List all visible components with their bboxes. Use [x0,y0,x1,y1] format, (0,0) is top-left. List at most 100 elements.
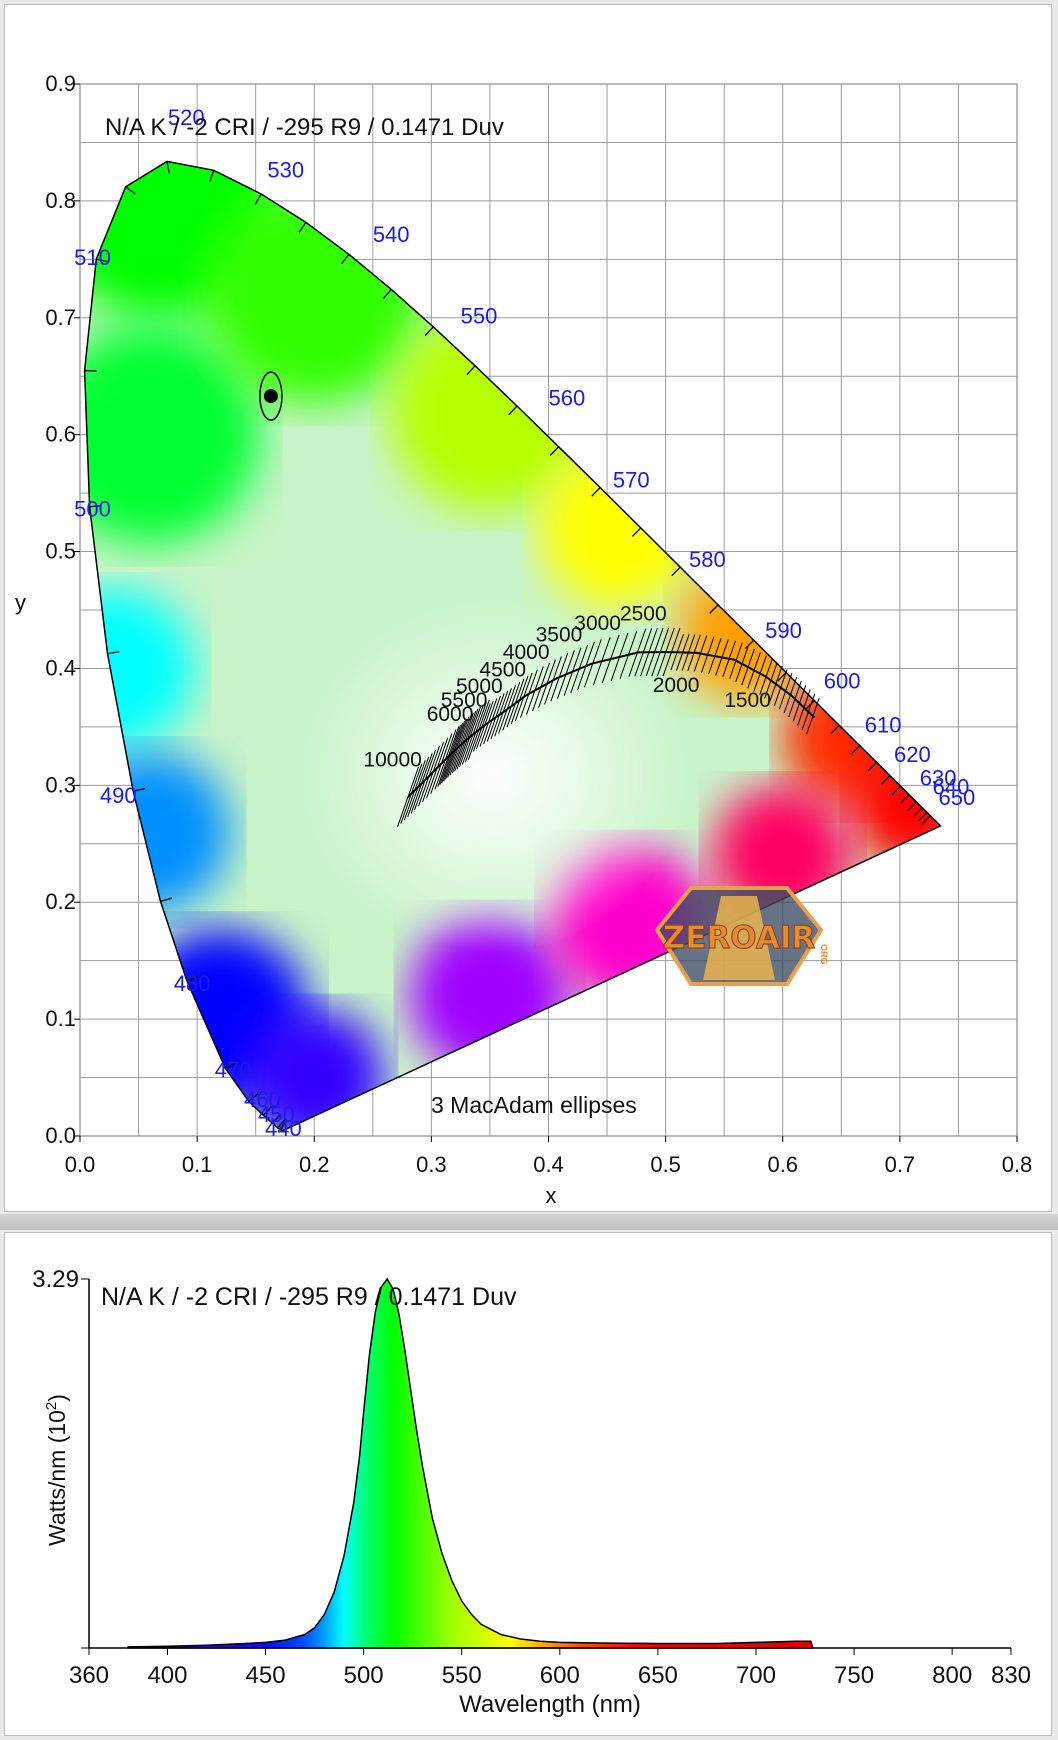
spd-title: N/A K / -2 CRI / -295 R9 / 0.1471 Duv [101,1283,517,1311]
wavelength-label-460: 460 [244,1087,281,1112]
cie-x-label: x [546,1183,557,1208]
y-tick-0.4: 0.4 [45,655,76,680]
locus-tick [298,222,307,233]
isotemp-tick [486,693,505,742]
spd-x-label: Wavelength (nm) [459,1691,641,1718]
spd-x-tick-700: 700 [736,1662,776,1689]
locus-tick [921,815,931,825]
locus-tick [133,788,146,792]
isotemp-tick [783,676,798,714]
wavelength-label-620: 620 [894,742,931,767]
spd-y-label-exp: 2 [43,1402,60,1410]
x-tick-0.3: 0.3 [416,1152,447,1177]
isotemp-tick [797,689,811,726]
isotemp-tick [454,710,477,772]
isotemp-tick [538,659,556,708]
locus-tick [850,745,861,755]
x-tick-0.2: 0.2 [299,1152,330,1177]
isotemp-tick [483,695,501,745]
macadam-ellipse-note: 3 MacAdam ellipses [431,1092,637,1118]
spd-x-tick-500: 500 [344,1662,384,1689]
isotemp-tick [634,628,653,677]
macadam-ellipse [259,371,283,421]
isotemp-tick [592,637,611,686]
y-tick-0.8: 0.8 [45,188,76,213]
locus-tick [777,672,787,682]
locus-tick [549,446,560,456]
y-tick-0.5: 0.5 [45,539,76,564]
wavelength-label-500: 500 [74,496,111,521]
locus-tick [125,186,136,195]
locus-tick [166,161,170,174]
cct-label-10000: 10000 [363,749,421,772]
isotemp-tick [437,726,460,787]
isotemp-tick [557,650,575,699]
y-tick-0.9: 0.9 [45,71,76,96]
isotemp-tick [403,760,426,821]
wavelength-label-650: 650 [939,785,976,810]
isotemp-tick [461,704,484,765]
locus-tick [107,651,120,655]
wavelength-label-600: 600 [824,668,861,693]
isotemp-tick [418,745,440,807]
isotemp-tick [506,679,525,728]
spd-y-label: Watts/nm (102) [43,1394,70,1546]
locus-tick [383,288,392,299]
isotemp-tick [456,708,479,770]
isotemp-tick [467,699,490,760]
y-tick-0.7: 0.7 [45,305,76,330]
cie-title: N/A K / -2 CRI / -295 R9 / 0.1471 Duv [105,114,504,141]
spd-x-tick-360: 360 [69,1662,109,1689]
isotemp-tick [570,644,589,694]
isotemp-tick [577,641,595,691]
wavelength-label-490: 490 [100,783,137,808]
cct-label-3000: 3000 [574,612,621,635]
spd-x-tick-550: 550 [442,1662,482,1689]
isotemp-tick [628,628,647,677]
watermark-suffix: ORG [819,944,829,965]
planckian-locus [396,627,820,828]
cct-label-6000: 6000 [427,703,474,726]
locus-tick [186,975,199,982]
isotemp-tick [662,627,681,677]
locus-tick [209,170,215,182]
wavelength-label-550: 550 [461,304,498,329]
locus-tick [881,775,891,785]
isotemp-tick [773,669,788,706]
locus-tick [341,253,350,265]
locus-tick [96,258,109,263]
wavelength-label-580: 580 [689,547,726,572]
isotemp-tick [722,640,736,677]
locus-tick [830,724,840,735]
wavelength-label-560: 560 [549,385,586,410]
isotemp-tick [715,639,729,676]
locus-tick [709,604,719,614]
y-tick-0.2: 0.2 [45,889,76,914]
wavelength-label-630: 630 [920,765,957,790]
spd-x-tick-800: 800 [932,1662,972,1689]
spd-x-tick-830: 830 [991,1662,1031,1689]
x-tick-0.7: 0.7 [885,1152,916,1177]
cct-label-1500: 1500 [724,689,771,712]
cct-label-2500: 2500 [620,603,667,626]
y-tick-0.6: 0.6 [45,422,76,447]
isotemp-tick [640,628,658,677]
isotemp-tick [778,673,793,710]
x-tick-0.0: 0.0 [65,1152,96,1177]
spd-x-tick-600: 600 [540,1662,580,1689]
isotemp-tick [753,655,767,692]
isotemp-tick [494,688,512,737]
isotemp-tick [400,763,423,824]
wavelength-label-520: 520 [168,105,205,130]
isotemp-tick [479,698,498,747]
locus-tick [277,1118,286,1129]
spectral-power-chart: 360 400 450 500 550 600 650 700 750 800 830 3.29 N/… [32,1266,1031,1718]
isotemp-tick [656,627,675,677]
isotemp-tick [550,653,569,702]
wavelength-label-540: 540 [373,222,410,247]
locus-tick [805,700,815,710]
isotemp-tick [490,690,509,740]
